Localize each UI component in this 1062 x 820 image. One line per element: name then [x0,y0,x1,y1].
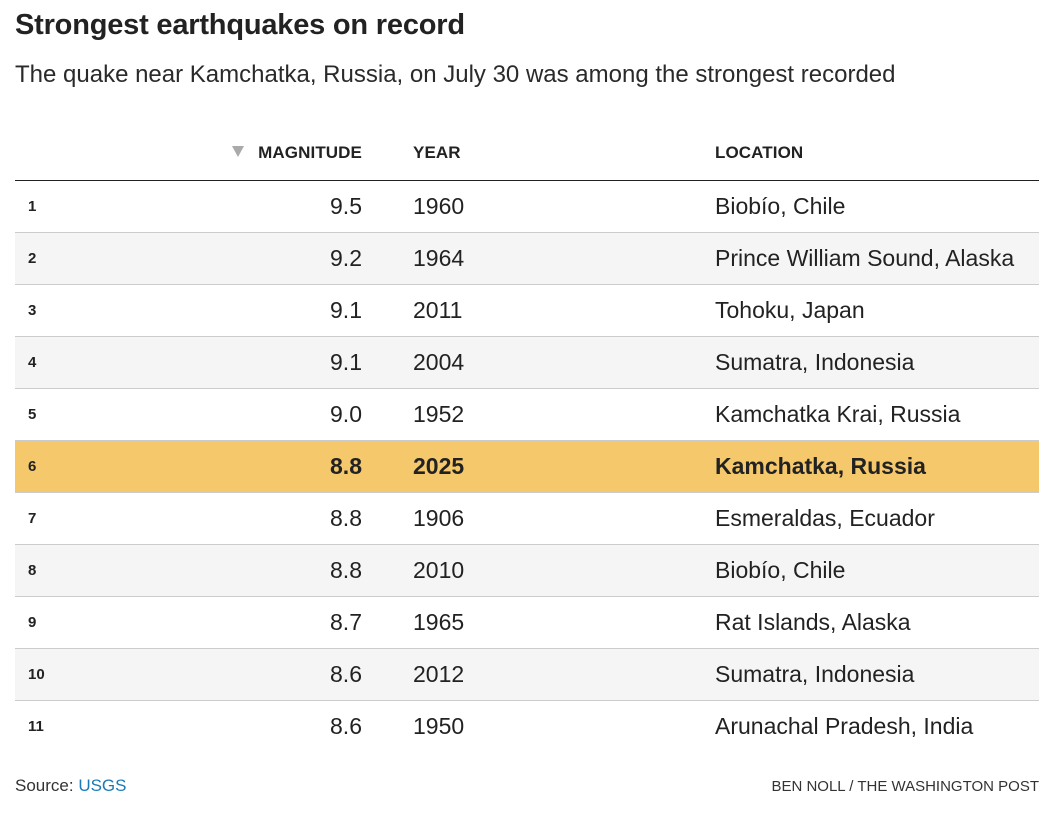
magnitude-cell: 9.1 [330,349,362,375]
rank-cell: 1 [28,198,37,215]
magnitude-cell: 8.8 [330,557,362,583]
rank-cell: 8 [28,562,37,579]
rank-cell: 5 [28,406,37,423]
chart-title: Strongest earthquakes on record [15,9,465,41]
location-cell: Tohoku, Japan [715,297,865,323]
table-row: 1 9.5 1960 Biobío, Chile [15,181,1039,233]
magnitude-cell: 8.6 [330,661,362,687]
rank-cell: 7 [28,510,37,527]
rank-cell: 9 [28,614,37,631]
year-cell: 2012 [413,661,465,687]
rank-cell: 6 [28,458,37,475]
year-cell: 2025 [413,453,465,479]
rank-cell: 2 [28,250,37,267]
magnitude-cell: 8.6 [330,713,362,739]
year-cell: 1952 [413,401,465,427]
year-cell: 1965 [413,609,465,635]
column-header-year[interactable]: YEAR [413,143,461,162]
location-cell: Biobío, Chile [715,193,846,219]
magnitude-cell: 9.5 [330,193,362,219]
sort-descending-icon[interactable] [232,146,244,157]
table-row: 3 9.1 2011 Tohoku, Japan [15,285,1039,337]
column-header-location[interactable]: LOCATION [715,143,804,162]
column-header-magnitude[interactable]: MAGNITUDE [258,143,362,162]
location-cell: Kamchatka Krai, Russia [715,401,961,427]
year-cell: 1906 [413,505,465,531]
location-cell: Biobío, Chile [715,557,846,583]
table-row: 11 8.6 1950 Arunachal Pradesh, India [15,701,1039,752]
rank-cell: 4 [28,354,37,371]
magnitude-cell: 9.2 [330,245,362,271]
table-row: 10 8.6 2012 Sumatra, Indonesia [15,649,1039,701]
rank-cell: 11 [28,718,44,735]
magnitude-cell: 8.8 [330,505,362,531]
location-cell: Esmeraldas, Ecuador [715,505,935,531]
rank-cell: 3 [28,302,37,319]
earthquake-table: MAGNITUDE YEAR LOCATION 1 9.5 1960 Biobío, … [15,128,1039,752]
table-row: 9 8.7 1965 Rat Islands, Alaska [15,597,1039,649]
table-header: MAGNITUDE YEAR LOCATION [15,128,1039,181]
source-note: Source: USGS [15,776,127,796]
credit-line: BEN NOLL / THE WASHINGTON POST [771,778,1039,795]
year-cell: 1950 [413,713,465,739]
chart-subtitle: The quake near Kamchatka, Russia, on Jul… [15,61,896,88]
magnitude-cell: 9.0 [330,401,362,427]
location-cell: Arunachal Pradesh, India [715,713,974,739]
location-cell: Prince William Sound, Alaska [715,245,1015,271]
table-row-highlighted: 6 8.8 2025 Kamchatka, Russia [15,441,1039,493]
year-cell: 2004 [413,349,465,375]
rank-cell: 10 [28,666,45,683]
source-label: Source: [15,776,79,795]
location-cell: Kamchatka, Russia [715,453,926,479]
location-cell: Sumatra, Indonesia [715,349,915,375]
table-row: 7 8.8 1906 Esmeraldas, Ecuador [15,493,1039,545]
location-cell: Sumatra, Indonesia [715,661,915,687]
table-row: 8 8.8 2010 Biobío, Chile [15,545,1039,597]
magnitude-cell: 9.1 [330,297,362,323]
year-cell: 2011 [413,297,463,323]
table-row: 5 9.0 1952 Kamchatka Krai, Russia [15,389,1039,441]
year-cell: 1964 [413,245,465,271]
year-cell: 2010 [413,557,465,583]
magnitude-cell: 8.8 [330,453,362,479]
location-cell: Rat Islands, Alaska [715,609,911,635]
table-body: 1 9.5 1960 Biobío, Chile 2 9.2 1964 Prince Will… [15,181,1039,752]
table-row: 4 9.1 2004 Sumatra, Indonesia [15,337,1039,389]
magnitude-cell: 8.7 [330,609,362,635]
table-row: 2 9.2 1964 Prince William Sound, Alaska [15,233,1039,285]
year-cell: 1960 [413,193,465,219]
source-link[interactable]: USGS [78,776,127,795]
